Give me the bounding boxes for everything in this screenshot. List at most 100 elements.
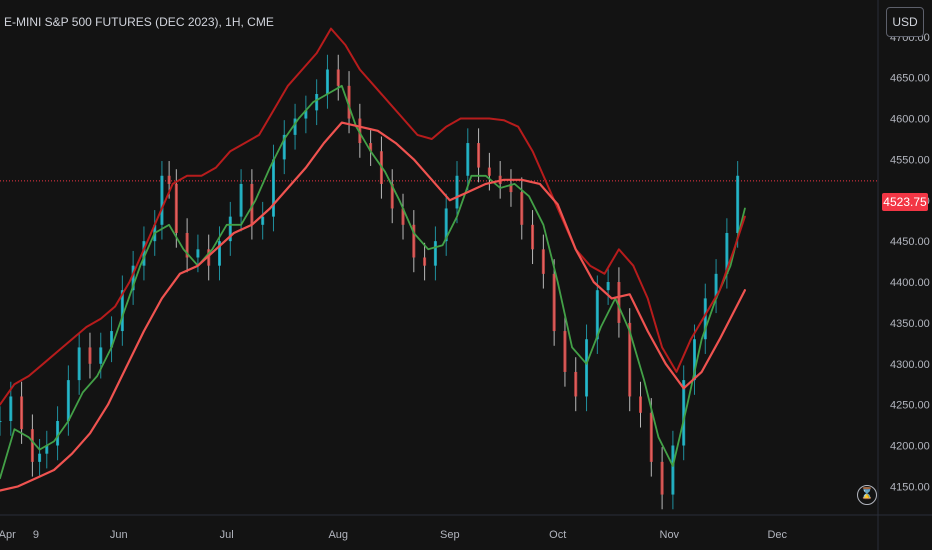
price-bar-body (228, 216, 232, 242)
price-bar-body (0, 420, 2, 422)
price-bar-body (160, 175, 164, 225)
y-tick-label: 4600.00 (890, 114, 930, 126)
price-bar-body (20, 396, 24, 430)
price-bar-body (531, 224, 535, 250)
price-bar-body (617, 282, 621, 323)
last-price-label: 4523.75 (882, 193, 928, 211)
price-bar-body (88, 347, 92, 364)
price-bar-body (325, 69, 329, 95)
price-bar-body (250, 183, 254, 225)
price-bar-body (703, 298, 707, 340)
price-bar-body (552, 273, 556, 332)
price-bar-body (142, 241, 146, 266)
price-bar-body (185, 232, 189, 258)
x-tick-label: Nov (660, 529, 680, 541)
y-tick-label: 4550.00 (890, 154, 930, 166)
price-bar-body (520, 192, 524, 225)
price-bar-body (30, 429, 34, 462)
y-tick-label: 4200.00 (890, 441, 930, 453)
price-bar-body (412, 224, 416, 258)
x-tick-label: Jul (220, 529, 234, 541)
y-tick-label: 4300.00 (890, 359, 930, 371)
price-bar-body (390, 183, 394, 209)
price-axis[interactable]: 4150.00 4200.00 4250.00 4300.00 4350.00 4400.… (890, 32, 930, 494)
price-bar-body (477, 143, 481, 168)
price-bar-body (595, 290, 599, 340)
price-bar-body (725, 232, 729, 274)
indicator-lines-layer (0, 27, 747, 492)
price-bar-body (714, 273, 718, 299)
price-bar-body (574, 371, 578, 397)
x-tick-label: Jun (110, 529, 128, 541)
price-bar-body (736, 175, 740, 233)
price-bar-body (606, 282, 610, 291)
price-bar-body (347, 85, 351, 119)
y-tick-label: 4350.00 (890, 318, 930, 330)
price-bar-body (282, 134, 286, 160)
x-tick-label: 9 (33, 529, 39, 541)
fast-line (0, 84, 746, 480)
upper-line (0, 27, 746, 406)
x-tick-label: Sep (440, 529, 460, 541)
price-bar-body (466, 143, 470, 176)
price-bar-body (239, 183, 243, 217)
currency-button[interactable]: USD (886, 7, 924, 37)
y-tick-label: 4150.00 (890, 481, 930, 493)
x-tick-label: Aug (328, 529, 348, 541)
slow-line (0, 121, 747, 492)
price-bar-body (639, 396, 643, 413)
price-bar-body (131, 265, 135, 291)
price-bar-body (692, 339, 696, 381)
price-bar-body (660, 461, 664, 495)
price-bar-body (315, 94, 319, 111)
hourglass-icon[interactable]: ⌛ (857, 485, 877, 505)
price-bar-body (336, 69, 340, 86)
y-tick-label: 4450.00 (890, 236, 930, 248)
price-bar-body (433, 241, 437, 266)
price-bar-body (509, 183, 513, 193)
price-bar-body (207, 249, 211, 266)
x-tick-label: Oct (549, 529, 566, 541)
price-bar-body (271, 159, 275, 217)
price-bar-body (293, 118, 297, 135)
price-bar-body (423, 257, 427, 266)
price-bar-body (304, 110, 308, 119)
y-tick-label: 4650.00 (890, 73, 930, 85)
price-bar-body (628, 322, 632, 397)
price-bar-body (585, 339, 589, 397)
price-bar-body (455, 175, 459, 209)
x-tick-label: Apr (0, 529, 16, 541)
price-bars-layer (0, 54, 740, 510)
price-bar-body (9, 396, 13, 421)
price-bar-body (649, 412, 653, 462)
price-bar-body (66, 380, 70, 421)
price-bar-body (563, 331, 567, 372)
price-bar-body (38, 453, 42, 462)
price-bar-body (369, 143, 373, 152)
y-tick-label: 4400.00 (890, 277, 930, 289)
price-bar-body (541, 249, 545, 274)
x-tick-label: Dec (767, 529, 787, 541)
symbol-title: E-MINI S&P 500 FUTURES (DEC 2023), 1H, C… (4, 15, 274, 29)
price-bar-body (110, 331, 114, 348)
time-axis[interactable]: Apr 9 Jun Jul Aug Sep Oct Nov Dec (0, 529, 788, 541)
price-bar-body (358, 118, 362, 144)
price-bar-body (167, 175, 171, 184)
price-bar-body (218, 241, 221, 266)
price-bar-body (120, 290, 124, 332)
price-bar-body (682, 380, 686, 446)
price-bar-body (77, 347, 81, 381)
price-bar-body (671, 445, 675, 495)
price-bar-body (261, 216, 265, 225)
price-bar-body (174, 183, 178, 233)
price-bar-body (196, 249, 200, 258)
price-bar-body (56, 420, 60, 446)
price-bar-body (487, 167, 491, 176)
price-bar-body (444, 208, 448, 242)
price-bar-body (99, 347, 103, 364)
price-bar-body (401, 208, 405, 225)
price-bar-body (45, 445, 49, 454)
